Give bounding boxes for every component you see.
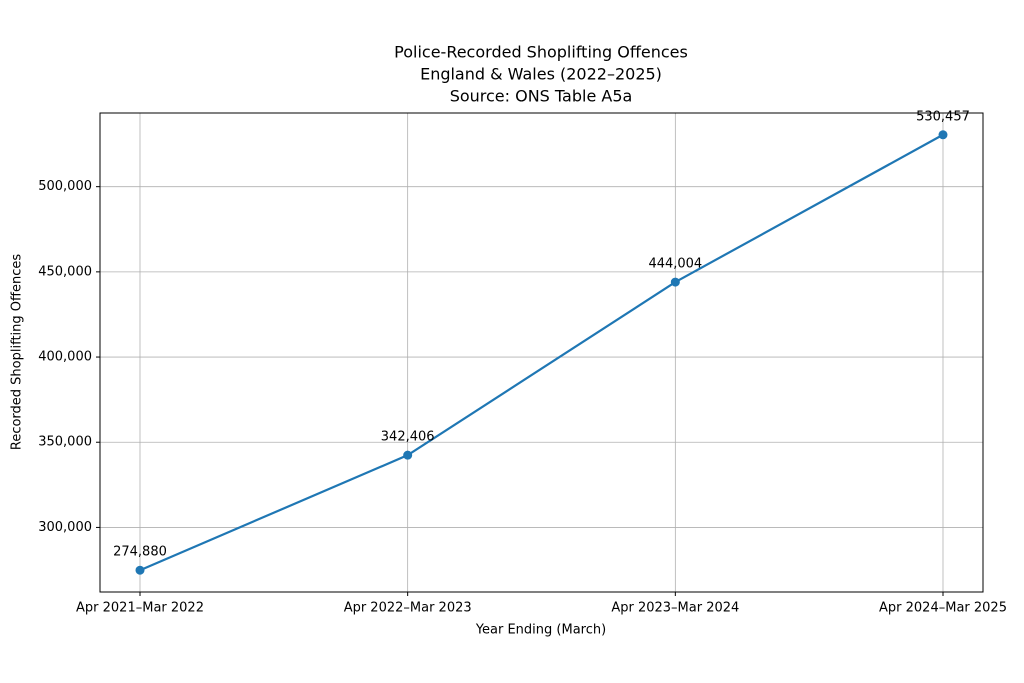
y-axis-label: Recorded Shoplifting Offences bbox=[10, 254, 25, 450]
x-tick-label: Apr 2022–Mar 2023 bbox=[344, 601, 472, 616]
chart-subtitle: England & Wales (2022–2025) bbox=[420, 65, 662, 84]
chart-title: Police-Recorded Shoplifting Offences bbox=[394, 43, 688, 62]
y-tick-label: 300,000 bbox=[38, 520, 92, 535]
x-axis-label: Year Ending (March) bbox=[475, 623, 606, 638]
x-tick-label: Apr 2021–Mar 2022 bbox=[76, 601, 204, 616]
data-label: 530,457 bbox=[916, 109, 970, 124]
chart-source: Source: ONS Table A5a bbox=[450, 87, 633, 106]
y-tick-label: 500,000 bbox=[38, 179, 92, 194]
x-tick-label: Apr 2023–Mar 2024 bbox=[611, 601, 739, 616]
x-tick-label: Apr 2024–Mar 2025 bbox=[879, 601, 1007, 616]
point bbox=[403, 450, 413, 460]
y-tick-label: 400,000 bbox=[38, 350, 92, 365]
data-label: 444,004 bbox=[648, 257, 702, 272]
point bbox=[135, 565, 145, 575]
data-label: 342,406 bbox=[381, 430, 435, 445]
line bbox=[139, 133, 944, 572]
y-tick-label: 450,000 bbox=[38, 264, 92, 279]
plot-frame bbox=[99, 112, 984, 593]
data-label: 274,880 bbox=[113, 545, 167, 560]
point bbox=[938, 130, 948, 140]
point bbox=[670, 277, 680, 287]
y-tick-label: 350,000 bbox=[38, 435, 92, 450]
